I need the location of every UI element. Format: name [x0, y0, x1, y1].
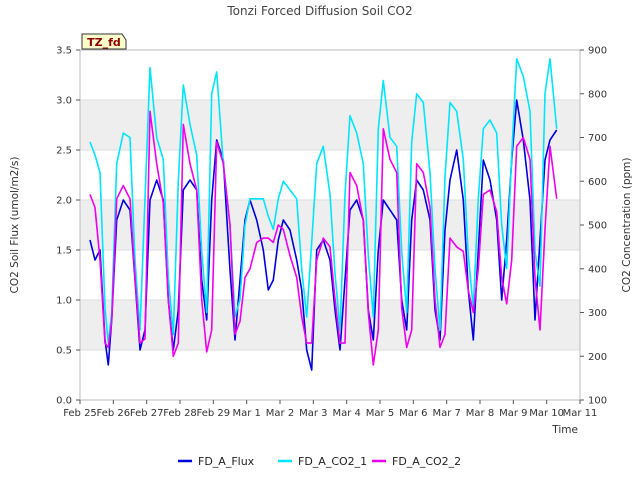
site-badge-label: TZ_fd [87, 36, 121, 49]
series-line-fd-a-co2-2 [89, 110, 558, 366]
y-tick-label: 3.5 [56, 46, 72, 57]
y2-axis-label: CO2 Concentration (ppm) [621, 158, 633, 293]
series-line-fd-a-co2-1 [89, 57, 558, 344]
y2-tick-label: 800 [588, 89, 607, 100]
x-tick-label: Feb 26 [97, 408, 131, 419]
y2-tick-label: 600 [588, 177, 607, 188]
x-tick-label: Mar 7 [432, 408, 460, 419]
y-tick-label: 2.0 [56, 196, 72, 207]
x-tick-label: Mar 1 [232, 408, 260, 419]
chart-title: Tonzi Forced Diffusion Soil CO2 [226, 4, 412, 18]
x-tick-label: Mar 10 [529, 408, 564, 419]
series-group [89, 57, 558, 371]
plot-bands [80, 100, 580, 350]
site-badge-box [81, 33, 127, 50]
x-axis-label: Time [551, 424, 578, 436]
y-tick-label: 1.0 [56, 296, 72, 307]
x-tick-label: Mar 5 [366, 408, 394, 419]
x-tick-label: Mar 9 [499, 408, 527, 419]
x-tick-label: Feb 27 [130, 408, 164, 419]
y2-tick-label: 900 [588, 46, 607, 57]
right-axis: 100 200 300 400 500 600 700 800 900 [580, 46, 607, 407]
x-tick-label: Mar 11 [563, 408, 598, 419]
legend: FD_A_Flux FD_A_CO2_1 FD_A_CO2_2 [178, 455, 461, 468]
x-tick-label: Feb 29 [197, 408, 231, 419]
legend-label: FD_A_Flux [198, 455, 255, 468]
x-axis: Feb 25 Feb 26 Feb 27 Feb 28 Feb 29 Mar 1 Mar 2… [63, 400, 597, 419]
y2-tick-label: 700 [588, 133, 607, 144]
y2-tick-label: 400 [588, 264, 607, 275]
y-tick-label: 1.5 [56, 246, 72, 257]
y-tick-label: 3.0 [56, 96, 72, 107]
left-axis: 0.0 0.5 1.0 1.5 2.0 2.5 3.0 3.5 [56, 46, 80, 407]
x-tick-label: Mar 2 [266, 408, 294, 419]
y-tick-label: 2.5 [56, 146, 72, 157]
site-badge: TZ_fd [81, 33, 127, 50]
x-tick-label: Feb 25 [63, 408, 97, 419]
y2-tick-label: 300 [588, 308, 607, 319]
y2-tick-label: 100 [588, 396, 607, 407]
y2-tick-label: 500 [588, 221, 607, 232]
x-tick-label: Mar 6 [399, 408, 427, 419]
x-tick-label: Mar 8 [466, 408, 494, 419]
x-tick-label: Mar 4 [332, 408, 360, 419]
legend-label: FD_A_CO2_1 [298, 455, 367, 468]
y2-tick-label: 200 [588, 352, 607, 363]
plot-band [80, 200, 580, 250]
legend-label: FD_A_CO2_2 [392, 455, 461, 468]
x-tick-label: Mar 3 [299, 408, 327, 419]
plot-band [80, 300, 580, 350]
y-axis-label: CO2 Soil Flux (umol/m2/s) [9, 157, 21, 294]
y-tick-label: 0.5 [56, 346, 72, 357]
x-tick-label: Feb 28 [163, 408, 197, 419]
y-tick-label: 0.0 [56, 396, 72, 407]
